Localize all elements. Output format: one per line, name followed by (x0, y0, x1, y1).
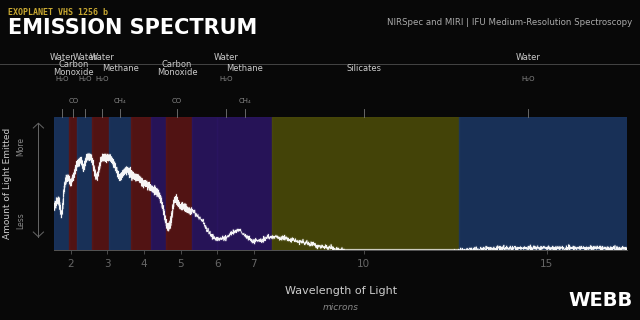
Bar (152, 117, 166, 250)
Text: H₂O: H₂O (55, 76, 68, 82)
Bar (92, 117, 109, 250)
Text: H₂O: H₂O (220, 76, 233, 82)
Text: Wavelength of Light: Wavelength of Light (285, 286, 397, 296)
Text: Water: Water (214, 53, 239, 62)
Text: EMISSION SPECTRUM: EMISSION SPECTRUM (8, 18, 257, 38)
Text: Carbon: Carbon (162, 60, 192, 69)
Text: Water: Water (72, 53, 97, 62)
Text: CH₄: CH₄ (114, 98, 127, 104)
Text: Water: Water (90, 53, 115, 62)
Bar (109, 117, 131, 250)
Text: More: More (16, 137, 25, 156)
Text: Monoxide: Monoxide (157, 68, 197, 77)
Bar (166, 117, 191, 250)
Bar (191, 117, 217, 250)
Text: Monoxide: Monoxide (53, 68, 93, 77)
Bar (77, 117, 92, 250)
Text: Water: Water (516, 53, 541, 62)
Text: CO: CO (172, 98, 182, 104)
Text: H₂O: H₂O (522, 76, 535, 82)
Text: Carbon: Carbon (58, 60, 88, 69)
Text: Amount of Light Emitted: Amount of Light Emitted (3, 128, 12, 239)
Text: NIRSpec and MIRI | IFU Medium-Resolution Spectroscopy: NIRSpec and MIRI | IFU Medium-Resolution… (387, 18, 632, 27)
Text: Methane: Methane (227, 64, 263, 73)
Text: CO: CO (68, 98, 79, 104)
Text: Water: Water (49, 53, 74, 62)
Text: H₂O: H₂O (95, 76, 109, 82)
Bar (217, 117, 272, 250)
Text: EXOPLANET VHS 1256 b: EXOPLANET VHS 1256 b (8, 8, 108, 17)
Text: Less: Less (16, 212, 25, 229)
Text: Methane: Methane (102, 64, 139, 73)
Bar (69, 117, 77, 250)
Text: microns: microns (323, 303, 359, 312)
Text: H₂O: H₂O (78, 76, 92, 82)
Bar (459, 117, 627, 250)
Text: WEBB: WEBB (568, 292, 632, 310)
Bar (131, 117, 152, 250)
Bar (54, 117, 69, 250)
Text: CH₄: CH₄ (238, 98, 251, 104)
Text: Silicates: Silicates (346, 64, 381, 73)
Bar (272, 117, 459, 250)
